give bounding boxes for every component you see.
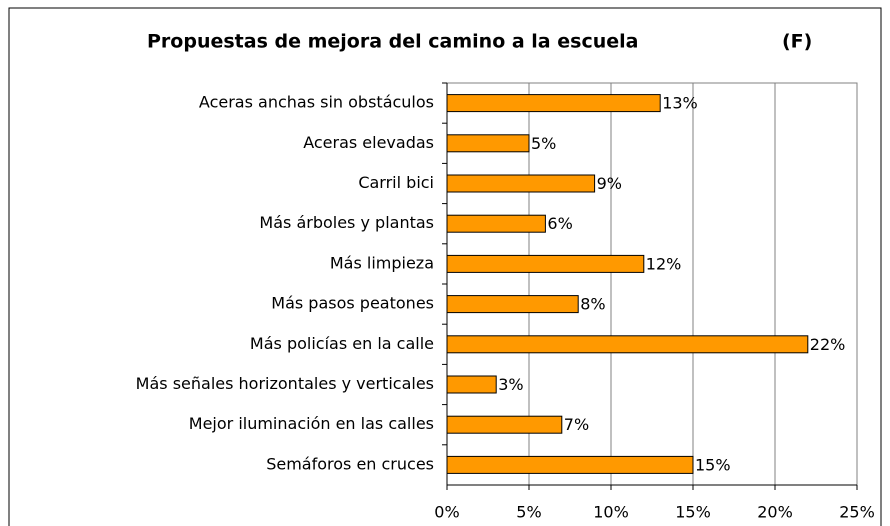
data-label: 7% xyxy=(564,415,589,434)
data-label: 15% xyxy=(695,455,731,474)
x-tick-label: 15% xyxy=(675,503,711,522)
x-tick-label: 0% xyxy=(434,503,459,522)
y-tick-label: Más policías en la calle xyxy=(250,334,434,353)
y-tick-label: Más señales horizontales y verticales xyxy=(136,374,434,393)
bar xyxy=(446,94,661,113)
bar xyxy=(446,174,596,193)
y-tick-label: Más árboles y plantas xyxy=(259,213,434,232)
bar xyxy=(446,134,530,153)
data-label: 6% xyxy=(547,214,572,233)
data-label: 8% xyxy=(580,295,605,314)
y-tick-label: Aceras elevadas xyxy=(303,133,434,152)
x-tick-label: 10% xyxy=(593,503,629,522)
y-tick-label: Más limpieza xyxy=(330,253,434,272)
bar xyxy=(446,375,497,394)
x-tick-label: 5% xyxy=(516,503,541,522)
y-tick-label: Aceras anchas sin obstáculos xyxy=(199,93,434,112)
data-label: 5% xyxy=(531,134,556,153)
bar xyxy=(446,214,546,233)
x-tick-label: 20% xyxy=(757,503,793,522)
y-tick-label: Carril bici xyxy=(358,173,434,192)
y-tick-label: Mejor iluminación en las calles xyxy=(189,414,434,433)
chart-title: Propuestas de mejora del camino a la esc… xyxy=(147,31,638,53)
data-label: 3% xyxy=(498,375,523,394)
data-label: 12% xyxy=(646,254,682,273)
bar xyxy=(446,254,645,273)
y-tick-label: Más pasos peatones xyxy=(271,294,434,313)
data-label: 13% xyxy=(662,94,698,113)
bar xyxy=(446,335,809,354)
data-label: 9% xyxy=(597,174,622,193)
y-tick-label: Semáforos en cruces xyxy=(266,454,434,473)
bar xyxy=(446,415,563,434)
x-tick-label: 25% xyxy=(839,503,875,522)
bar xyxy=(446,455,694,474)
bar xyxy=(446,295,579,314)
data-label: 22% xyxy=(810,335,846,354)
annotation: (F) xyxy=(782,31,812,53)
